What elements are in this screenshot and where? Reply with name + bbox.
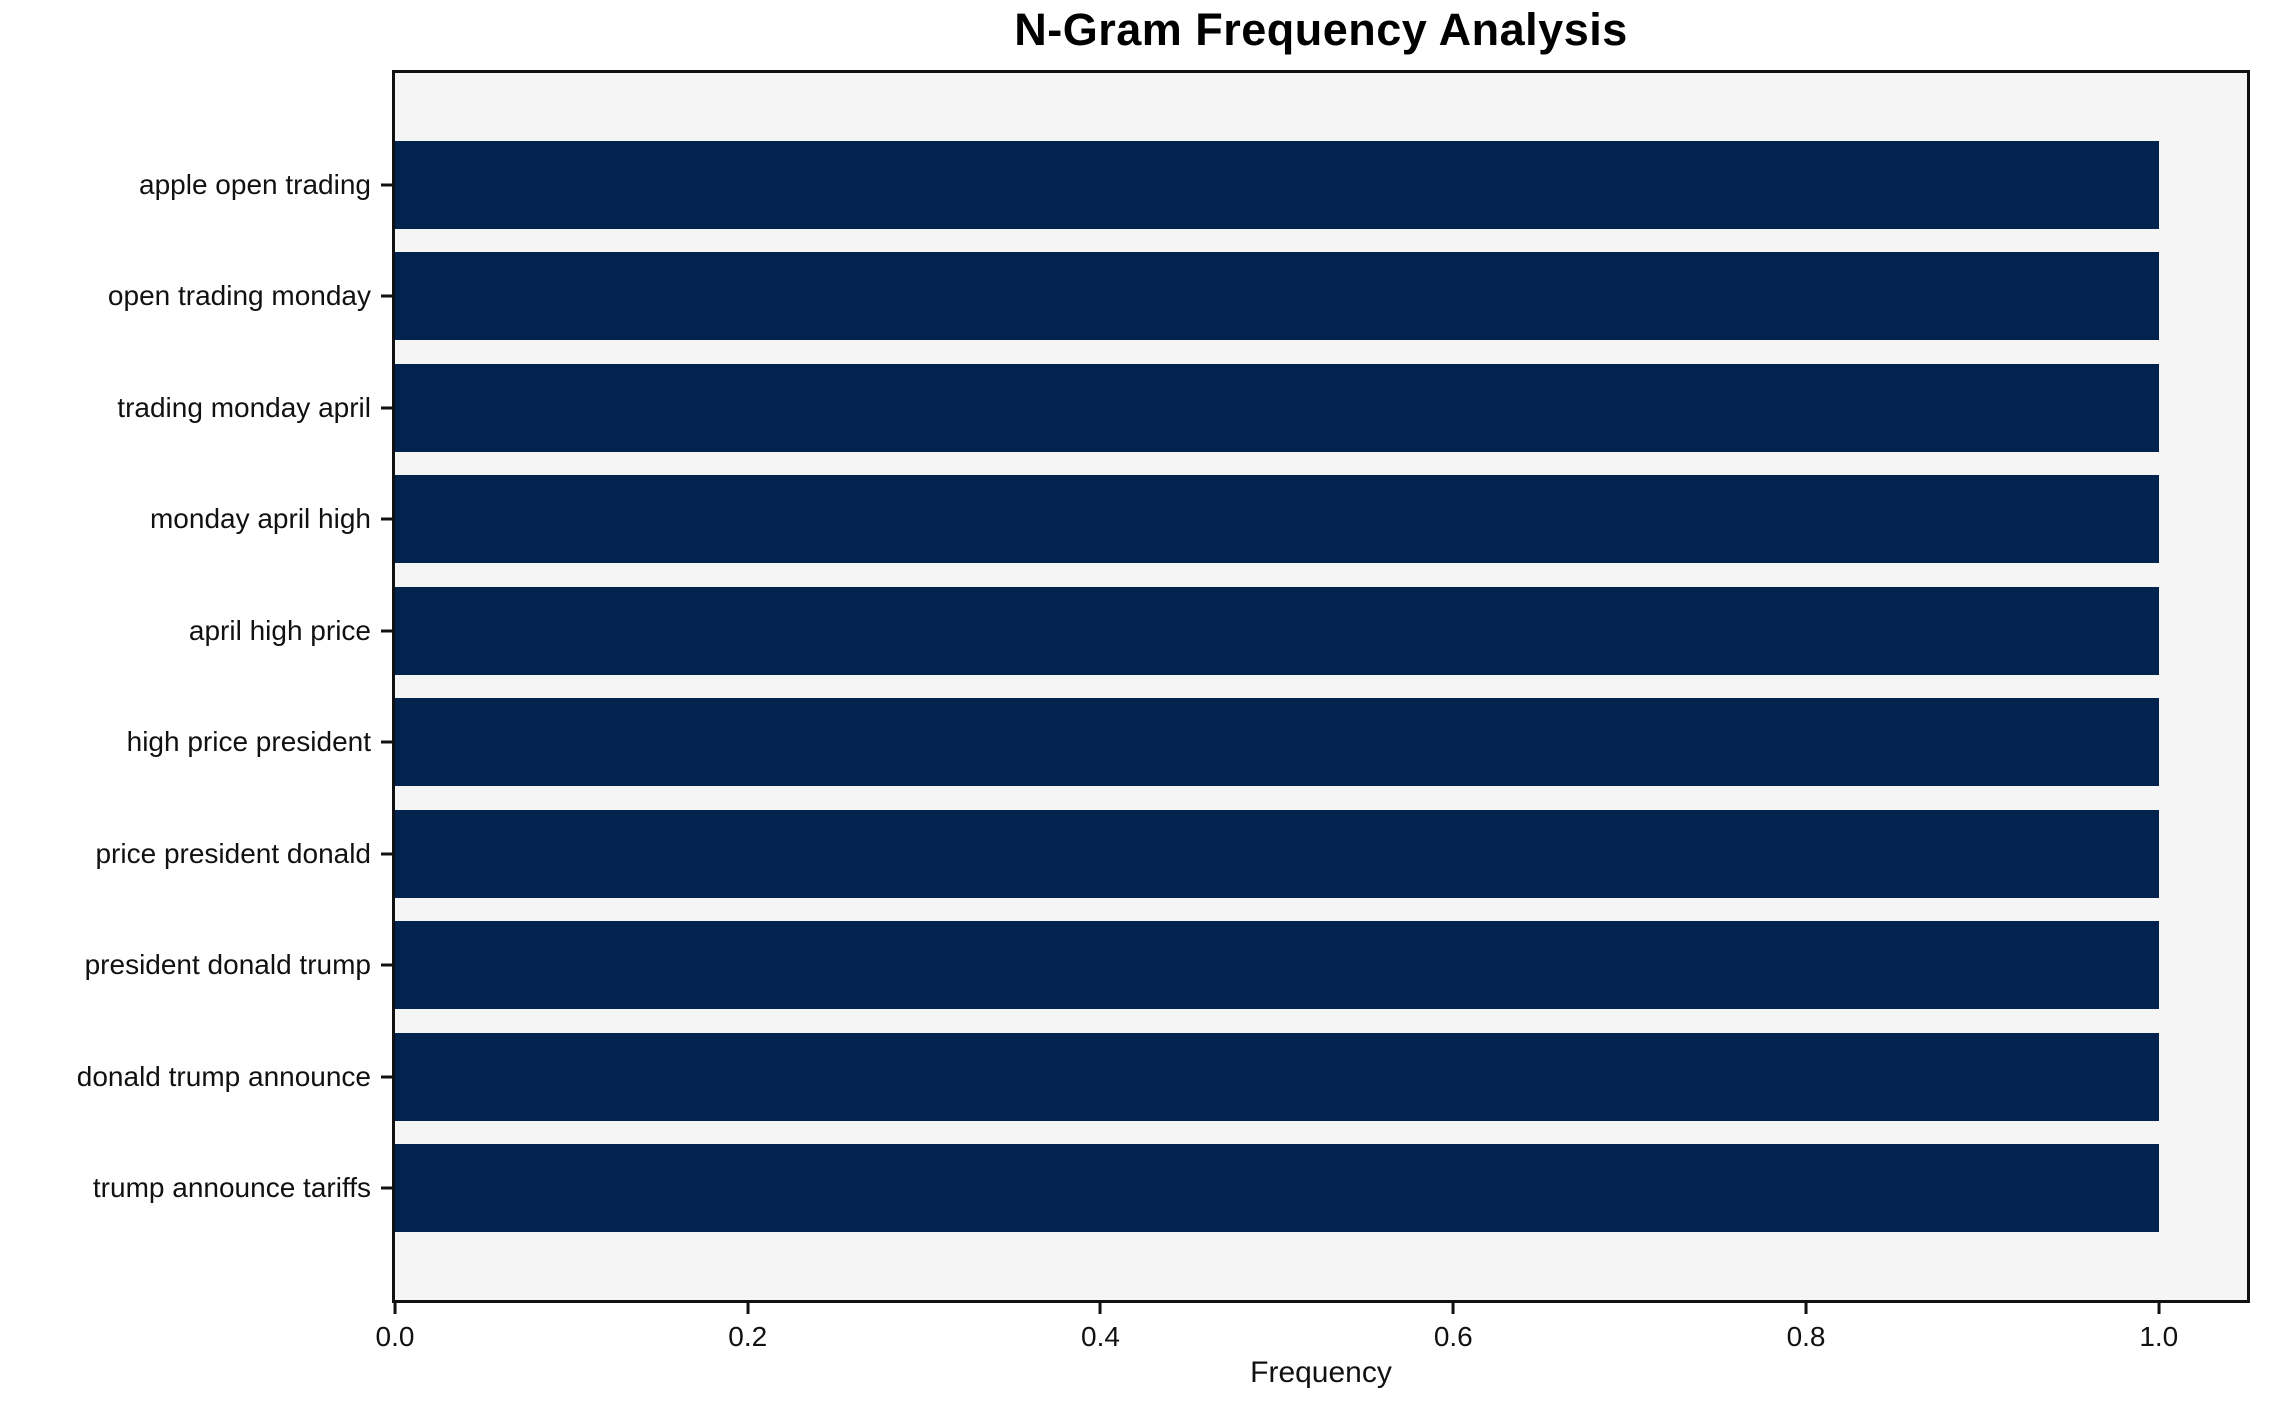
x-axis-label: Frequency [1250, 1356, 1392, 1389]
frequency-bar [395, 809, 2159, 898]
y-tick-label: april high price [188, 614, 371, 646]
y-tick-mark [381, 517, 392, 521]
bar-row: president donald trump [85, 910, 2247, 1022]
x-tick: 0.2 [728, 1303, 767, 1353]
y-tick-mark [381, 294, 392, 298]
frequency-bar [395, 586, 2159, 675]
x-tick-mark [1451, 1303, 1455, 1314]
bar-row: donald trump announce [77, 1021, 2247, 1133]
y-tick-mark [381, 1186, 392, 1190]
x-tick-mark [1804, 1303, 1808, 1314]
frequency-bar [395, 252, 2159, 341]
y-tick-mark [381, 629, 392, 633]
frequency-bar [395, 1032, 2159, 1121]
y-tick-mark [381, 963, 392, 967]
x-tick: 0.8 [1787, 1303, 1826, 1353]
y-tick-mark [381, 740, 392, 744]
frequency-bar [395, 698, 2159, 787]
y-tick-label: high price president [126, 726, 371, 758]
x-tick-label: 0.6 [1433, 1321, 1473, 1352]
y-tick-label: price president donald [95, 837, 371, 869]
y-tick-mark [381, 1075, 392, 1079]
bar-row: april high price [189, 575, 2247, 687]
frequency-bar [395, 475, 2159, 564]
frequency-bar [395, 921, 2159, 1010]
plot-area: apple open trading open trading monday tra… [77, 70, 2250, 1352]
x-tick-label: 0.4 [1081, 1321, 1120, 1352]
bar-rows-container: apple open trading open trading monday tra… [77, 73, 2247, 1300]
y-tick-label: open trading monday [107, 280, 371, 312]
x-tick-label: 0.8 [1786, 1321, 1826, 1352]
y-tick-label: monday april high [149, 503, 371, 535]
x-tick-label: 1.0 [2139, 1321, 2179, 1352]
bar-row: trump announce tariffs [93, 1133, 2247, 1245]
x-tick-mark [393, 1303, 397, 1314]
x-tick-label: 0.2 [728, 1321, 768, 1352]
frequency-bar [395, 1144, 2159, 1233]
frequency-bar [395, 363, 2159, 452]
x-tick-mark [1099, 1303, 1103, 1314]
y-tick-label: donald trump announce [76, 1060, 371, 1092]
y-tick-label: trading monday april [117, 391, 371, 423]
x-tick: 0.4 [1081, 1303, 1120, 1353]
x-tick-label: 0.0 [375, 1321, 415, 1352]
y-tick-label: apple open trading [139, 168, 371, 200]
y-tick-mark [381, 852, 392, 856]
x-tick: 1.0 [2139, 1303, 2178, 1353]
bar-row: price president donald [95, 798, 2247, 910]
y-tick-mark [381, 406, 392, 410]
x-tick-mark [2157, 1303, 2161, 1314]
y-tick-label: president donald trump [84, 949, 371, 981]
bar-row: monday april high [150, 464, 2247, 576]
y-tick-label: trump announce tariffs [92, 1172, 371, 1204]
x-tick-mark [746, 1303, 750, 1314]
x-tick: 0.0 [375, 1303, 415, 1353]
bar-row: apple open trading [139, 129, 2247, 241]
chart-title: N-Gram Frequency Analysis [1014, 4, 1628, 55]
bar-row: high price president [127, 687, 2247, 799]
frequency-bar [395, 140, 2159, 229]
y-tick-mark [381, 183, 392, 187]
x-tick: 0.6 [1434, 1303, 1473, 1353]
bar-row: trading monday april [117, 352, 2247, 464]
bar-row: open trading monday [108, 241, 2247, 353]
